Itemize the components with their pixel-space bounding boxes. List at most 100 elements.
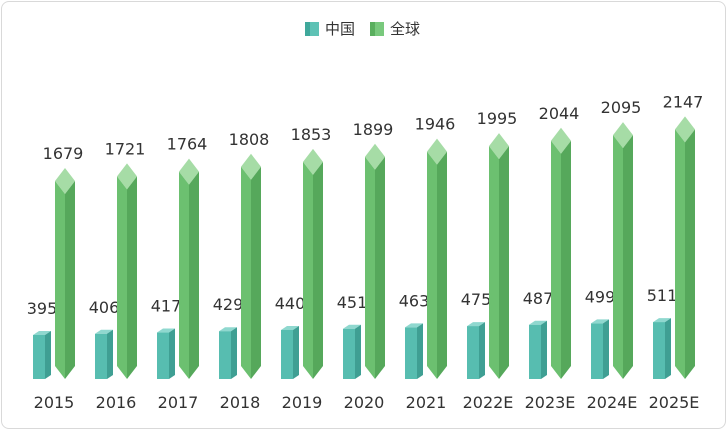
bar-global-2023E[interactable]	[551, 127, 571, 379]
data-label-global: 1946	[415, 115, 456, 134]
data-label-global: 2147	[663, 92, 704, 111]
data-label-china: 463	[399, 291, 430, 310]
bar-global-right-face	[313, 161, 323, 379]
chart-marks: 395 1679 406 1721 417 1764 429 1808 440 1853 451 18…	[27, 92, 704, 379]
bar-global-left-face	[675, 129, 685, 379]
legend-swatch-china-side	[305, 22, 310, 36]
bar-china-front	[529, 324, 541, 379]
bar-global-left-face	[365, 156, 375, 379]
bar-china-side	[665, 318, 671, 379]
x-tick-label: 2015	[34, 393, 75, 412]
bar-global-2020[interactable]	[365, 143, 385, 379]
bar-china-front	[33, 335, 45, 379]
data-label-china: 451	[337, 293, 368, 312]
bar-global-left-face	[303, 161, 313, 379]
x-tick-label: 2021	[406, 393, 447, 412]
x-tick-label: 2022E	[463, 393, 514, 412]
bar-global-left-face	[489, 146, 499, 379]
bar-global-left-face	[179, 171, 189, 379]
bar-china-2020[interactable]	[343, 324, 361, 379]
data-label-global: 1764	[167, 135, 208, 154]
bar-china-side	[603, 319, 609, 379]
x-tick-label: 2017	[158, 393, 199, 412]
bar-global-left-face	[117, 176, 127, 379]
legend-label-global: 全球	[390, 20, 420, 38]
bar-global-2015[interactable]	[55, 168, 75, 379]
bar-china-2025E[interactable]	[653, 318, 671, 379]
bar-china-2024E[interactable]	[591, 319, 609, 379]
legend-label-china: 中国	[325, 20, 355, 38]
bar-global-right-face	[251, 166, 261, 379]
bar-china-2018[interactable]	[219, 327, 237, 379]
data-label-global: 2095	[601, 98, 642, 117]
bar-global-left-face	[613, 135, 623, 379]
bar-global-2019[interactable]	[303, 148, 323, 379]
bar-china-front	[281, 329, 293, 379]
bar-china-side	[355, 324, 361, 379]
x-tick-label: 2020	[344, 393, 385, 412]
bar-global-2024E[interactable]	[613, 122, 633, 379]
bar-china-front	[157, 332, 169, 379]
bar-china-2021[interactable]	[405, 323, 423, 379]
legend-item-global[interactable]: 全球	[370, 20, 420, 38]
bar-china-front	[95, 333, 107, 379]
bar-global-2016[interactable]	[117, 163, 137, 379]
x-tick-label: 2016	[96, 393, 137, 412]
x-tick-label: 2024E	[587, 393, 638, 412]
bar-global-2022E[interactable]	[489, 133, 509, 379]
legend-swatch-global	[375, 22, 384, 36]
bar-global-2018[interactable]	[241, 153, 261, 379]
bar-global-right-face	[375, 156, 385, 379]
x-tick-label: 2023E	[525, 393, 576, 412]
bar-china-side	[479, 322, 485, 379]
data-label-china: 511	[647, 286, 678, 305]
bar-china-side	[231, 327, 237, 379]
bar-global-2017[interactable]	[179, 158, 199, 379]
bar-china-2015[interactable]	[33, 331, 51, 379]
bar-global-right-face	[623, 135, 633, 379]
legend-item-china[interactable]: 中国	[305, 20, 355, 38]
bar-global-left-face	[551, 140, 561, 379]
bar-china-front	[591, 323, 603, 379]
bar-global-right-face	[499, 146, 509, 379]
bar-global-2021[interactable]	[427, 138, 447, 379]
x-tick-label: 2025E	[649, 393, 700, 412]
bar-global-right-face	[685, 129, 695, 379]
legend: 中国 全球	[305, 20, 420, 38]
bar-global-right-face	[127, 176, 137, 379]
bar-global-2025E[interactable]	[675, 116, 695, 379]
bar-global-left-face	[427, 151, 437, 379]
data-label-global: 1679	[43, 144, 84, 163]
bar-china-front	[653, 322, 665, 379]
bar-china-side	[417, 323, 423, 379]
bar-china-front	[343, 328, 355, 379]
bar-china-2023E[interactable]	[529, 320, 547, 379]
data-label-global: 1721	[105, 139, 146, 158]
data-label-global: 1995	[477, 109, 518, 128]
bar-china-2022E[interactable]	[467, 322, 485, 379]
data-label-china: 406	[89, 298, 120, 317]
data-label-china: 487	[523, 289, 554, 308]
bar-china-front	[467, 326, 479, 379]
bar-china-2017[interactable]	[157, 328, 175, 379]
data-label-global: 1899	[353, 120, 394, 139]
data-label-china: 429	[213, 295, 244, 314]
bar-china-side	[45, 331, 51, 379]
x-tick-label: 2019	[282, 393, 323, 412]
bar-global-left-face	[241, 166, 251, 379]
bar-china-2019[interactable]	[281, 325, 299, 379]
data-label-china: 440	[275, 294, 306, 313]
bar-china-side	[107, 329, 113, 379]
bar-china-front	[405, 327, 417, 379]
bar-china-side	[541, 320, 547, 379]
legend-swatch-china	[310, 22, 319, 36]
bar-global-right-face	[65, 181, 75, 379]
data-label-china: 475	[461, 290, 492, 309]
data-label-global: 2044	[539, 104, 580, 123]
bar-global-right-face	[437, 151, 447, 379]
bar-global-left-face	[55, 181, 65, 379]
data-label-global: 1808	[229, 130, 270, 149]
bar-china-side	[293, 325, 299, 379]
bar-china-2016[interactable]	[95, 329, 113, 379]
